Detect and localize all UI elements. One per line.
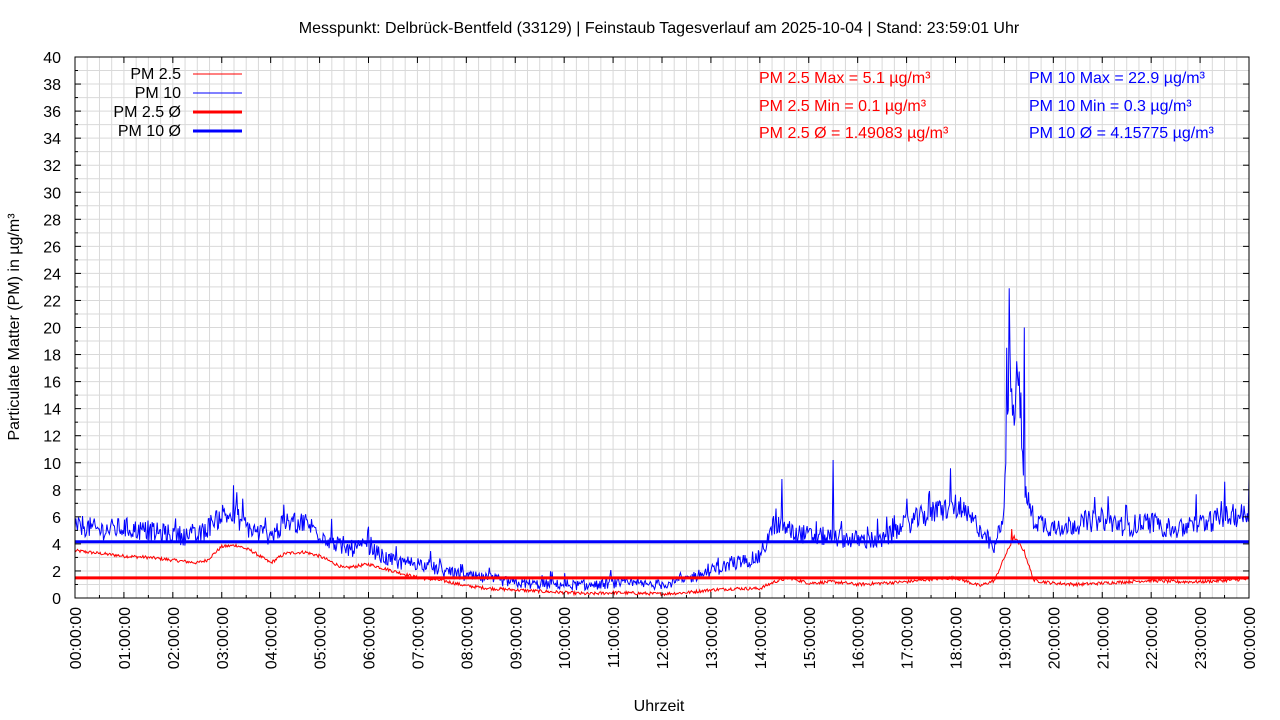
x-tick-label: 17:00:00 xyxy=(900,607,917,669)
y-tick-label: 20 xyxy=(43,321,61,338)
y-tick-label: 24 xyxy=(43,266,61,283)
y-tick-label: 34 xyxy=(43,131,61,148)
y-tick-label: 10 xyxy=(43,456,61,473)
stats-annotations: PM 2.5 Max = 5.1 µg/m³ PM 2.5 Min = 0.1 … xyxy=(759,70,1215,142)
y-tick-label: 32 xyxy=(43,158,61,175)
annotation-pm10-avg: PM 10 Ø = 4.15775 µg/m³ xyxy=(1029,125,1215,142)
y-tick-label: 40 xyxy=(43,50,61,67)
x-tick-label: 19:00:00 xyxy=(997,607,1014,669)
y-tick-label: 8 xyxy=(52,483,61,500)
x-tick-label: 11:00:00 xyxy=(606,607,623,668)
x-tick-label: 06:00:00 xyxy=(362,607,379,669)
x-tick-label: 12:00:00 xyxy=(655,607,672,669)
x-tick-label: 00:00:00 xyxy=(1242,607,1259,669)
y-tick-label: 26 xyxy=(43,239,61,256)
chart-title: Messpunkt: Delbrück-Bentfeld (33129) | F… xyxy=(299,20,1020,37)
annotation-pm25-avg: PM 2.5 Ø = 1.49083 µg/m³ xyxy=(759,125,949,142)
series-line-pm10 xyxy=(74,288,1250,592)
x-tick-label: 21:00:00 xyxy=(1095,607,1112,669)
y-tick-label: 22 xyxy=(43,293,61,310)
y-tick-label: 2 xyxy=(52,564,61,581)
x-tick-label: 05:00:00 xyxy=(313,607,330,669)
y-tick-label: 14 xyxy=(43,402,61,419)
legend-label-pm25: PM 2.5 xyxy=(130,66,181,83)
y-tick-label: 16 xyxy=(43,375,61,392)
x-tick-label: 13:00:00 xyxy=(704,607,721,669)
annotation-pm25-max: PM 2.5 Max = 5.1 µg/m³ xyxy=(759,70,931,87)
legend-label-pm10: PM 10 xyxy=(135,85,181,102)
x-tick-label: 18:00:00 xyxy=(949,607,966,669)
x-tick-label: 08:00:00 xyxy=(459,607,476,669)
x-tick-label: 03:00:00 xyxy=(215,607,232,669)
x-tick-label: 14:00:00 xyxy=(753,607,770,669)
y-tick-label: 38 xyxy=(43,77,61,94)
x-tick-label: 01:00:00 xyxy=(117,607,134,669)
x-tick-label: 20:00:00 xyxy=(1046,607,1063,669)
x-tick-label: 16:00:00 xyxy=(851,607,868,669)
y-tick-label: 28 xyxy=(43,212,61,229)
legend-label-pm25-avg: PM 2.5 Ø xyxy=(113,104,181,121)
x-tick-label: 07:00:00 xyxy=(410,607,427,669)
x-tick-label: 00:00:00 xyxy=(68,607,85,669)
y-axis-label: Particulate Matter (PM) in µg/m³ xyxy=(6,213,23,441)
y-tick-label: 6 xyxy=(52,510,61,527)
mean-lines xyxy=(75,540,1249,580)
x-axis-label: Uhrzeit xyxy=(634,698,685,715)
legend: PM 2.5 PM 10 PM 2.5 Ø PM 10 Ø xyxy=(113,66,242,140)
y-tick-label: 0 xyxy=(52,591,61,608)
x-tick-label: 22:00:00 xyxy=(1144,607,1161,669)
y-tick-label: 30 xyxy=(43,185,61,202)
x-tick-label: 10:00:00 xyxy=(557,607,574,669)
y-tick-label: 18 xyxy=(43,348,61,365)
y-tick-label: 12 xyxy=(43,429,61,446)
x-tick-label: 23:00:00 xyxy=(1193,607,1210,669)
legend-label-pm10-avg: PM 10 Ø xyxy=(118,123,181,140)
y-tick-label: 4 xyxy=(52,537,61,554)
x-tick-label: 02:00:00 xyxy=(166,607,183,669)
x-tick-label: 09:00:00 xyxy=(508,607,525,669)
annotation-pm10-min: PM 10 Min = 0.3 µg/m³ xyxy=(1029,98,1192,115)
y-tick-label: 36 xyxy=(43,104,61,121)
x-tick-label: 04:00:00 xyxy=(264,607,281,669)
x-tick-label: 15:00:00 xyxy=(802,607,819,669)
annotation-pm10-max: PM 10 Max = 22.9 µg/m³ xyxy=(1029,70,1206,87)
annotation-pm25-min: PM 2.5 Min = 0.1 µg/m³ xyxy=(759,98,927,115)
axes: 024681012141618202224262830323436384000:… xyxy=(43,50,1259,669)
